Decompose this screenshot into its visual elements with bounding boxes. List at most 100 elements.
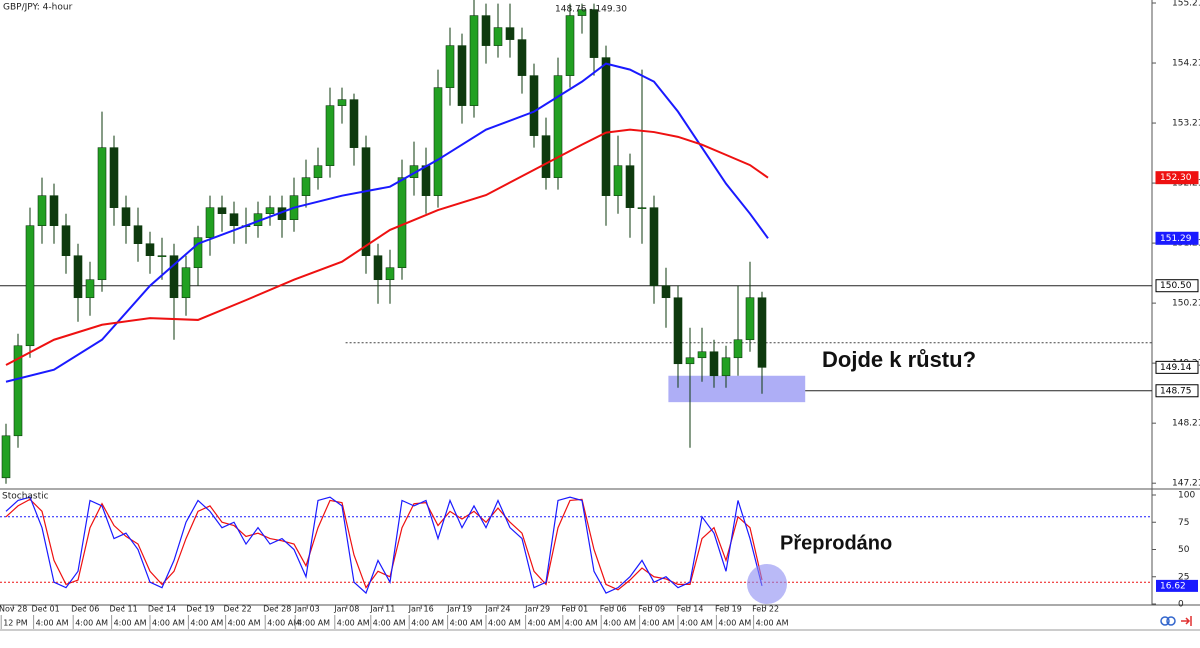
candle-body	[157, 255, 167, 258]
candle-body	[25, 225, 35, 347]
candle-body	[601, 57, 611, 196]
x-tick-label: Feb 01	[561, 605, 588, 614]
y-tick-label: 150.21	[1172, 299, 1200, 309]
price-label: 150.50	[1160, 281, 1192, 291]
candle-body	[685, 357, 695, 365]
stochastic-line	[5, 498, 763, 591]
candle-body	[313, 165, 323, 178]
time-label: 4:00 AM	[603, 619, 636, 628]
x-tick-label: Feb 09	[638, 605, 665, 614]
candle-body	[565, 15, 575, 76]
candle-body	[421, 165, 431, 196]
candle-body	[61, 225, 71, 257]
moving-average	[5, 62, 769, 383]
candle-body	[373, 255, 383, 281]
price-label: 148.75	[1160, 386, 1192, 396]
candle-body	[169, 255, 179, 299]
time-label: 4:00 AM	[114, 619, 147, 628]
y-tick-label: 154.21	[1172, 59, 1200, 69]
current-label: 16.62	[1160, 581, 1186, 591]
time-label: 4:00 AM	[190, 619, 223, 628]
time-label: 4:00 AM	[718, 619, 751, 628]
candle-body	[481, 15, 491, 46]
candle-body	[13, 345, 23, 437]
panel-title: Stochastic	[2, 492, 49, 502]
candle-body	[505, 27, 515, 40]
price-label-box	[1155, 279, 1199, 293]
candle-body	[589, 9, 599, 58]
y-tick-label: 75	[1178, 518, 1189, 528]
toolbar-icons[interactable]	[1160, 616, 1192, 626]
candle-body	[649, 207, 659, 287]
time-label: 4:00 AM	[450, 619, 483, 628]
candle-body	[37, 195, 47, 226]
candle-body	[613, 165, 623, 196]
callout: Dojde k růstu?	[822, 347, 976, 372]
candle-body	[757, 297, 767, 368]
candle-body	[577, 9, 587, 16]
x-tick-label: Jan 11	[369, 605, 395, 614]
time-label: 4:00 AM	[337, 619, 370, 628]
candle-body	[721, 357, 731, 377]
y-tick-label: 25	[1178, 572, 1189, 582]
price-label: 151.29	[1160, 234, 1192, 244]
candle-body	[265, 207, 275, 214]
x-tick-label: Dec 01	[31, 605, 59, 614]
candle-body	[1, 435, 11, 479]
candle-body	[673, 297, 683, 365]
y-tick-label: 155.21	[1172, 0, 1200, 9]
candle-body	[301, 177, 311, 196]
price-label-box	[1155, 360, 1199, 374]
candle-body	[709, 351, 719, 377]
stochastic-line	[5, 496, 763, 595]
x-tick-label: Jan 08	[333, 605, 359, 614]
price-label-box	[1155, 231, 1199, 245]
candle-body	[121, 207, 131, 226]
candle-body	[457, 45, 467, 106]
y-tick-label: 0	[1178, 600, 1184, 610]
time-label: 4:00 AM	[528, 619, 561, 628]
time-label: 4:00 AM	[228, 619, 261, 628]
candle-body	[637, 207, 647, 209]
candle-body	[109, 147, 119, 208]
y-tick-label: 100	[1178, 491, 1195, 501]
annotation: 148.76 - 149.30	[555, 5, 627, 15]
candle-body	[49, 195, 59, 226]
current-label-box	[1156, 579, 1198, 592]
time-label: 4:00 AM	[267, 619, 300, 628]
candle-body	[205, 207, 215, 238]
y-tick-label: 148.21	[1172, 419, 1200, 429]
candle-body	[745, 297, 755, 341]
time-label: 4:00 AM	[680, 619, 713, 628]
x-tick-label: Dec 14	[148, 605, 176, 614]
time-label: 4:00 AM	[642, 619, 675, 628]
candle-body	[145, 243, 155, 257]
x-tick-label: Feb 22	[752, 605, 779, 614]
candle-body	[697, 351, 707, 359]
candle-body	[553, 75, 563, 178]
candle-body	[337, 99, 347, 106]
x-tick-label: Nov 28	[0, 605, 27, 614]
candle-body	[625, 165, 635, 208]
x-tick-label: Dec 11	[109, 605, 137, 614]
x-tick-label: Jan 29	[524, 605, 550, 614]
time-label: 4:00 AM	[152, 619, 185, 628]
time-label: 4:00 AM	[756, 619, 789, 628]
candle-body	[229, 213, 239, 226]
candle-body	[193, 237, 203, 269]
candle-body	[85, 279, 95, 299]
candle-body	[445, 45, 455, 88]
candle-body	[325, 105, 335, 166]
candle-body	[349, 99, 359, 148]
candle-body	[733, 339, 743, 359]
chart-title: GBP/JPY: 4-hour	[3, 3, 73, 13]
price-label: 149.14	[1160, 363, 1192, 373]
x-tick-label: Dec 28	[263, 605, 291, 614]
candle-body	[361, 147, 371, 257]
x-tick-label: Jan 19	[446, 605, 472, 614]
x-tick-label: Dec 19	[186, 605, 214, 614]
price-label-box	[1155, 171, 1199, 185]
price-label-box	[1155, 384, 1199, 398]
x-tick-label: Jan 03	[294, 605, 320, 614]
